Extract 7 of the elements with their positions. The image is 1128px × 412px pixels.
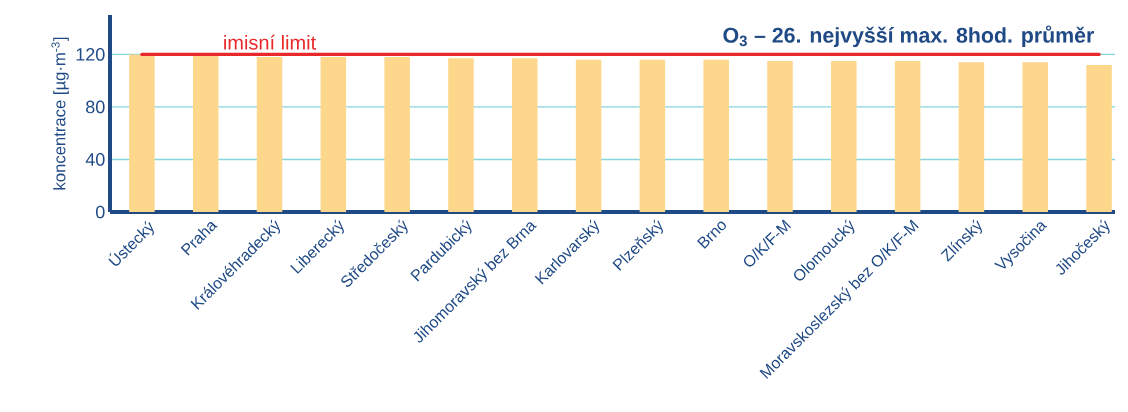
y-tick-label: 0 bbox=[96, 205, 105, 219]
y-tick-label: 120 bbox=[76, 48, 105, 61]
y-axis-title: koncentrace [µg·m$^{-3}$] bbox=[51, 37, 69, 190]
chart-title: O$_{3}$ – 26. nejvyšší max. 8hod. průměr bbox=[723, 25, 1094, 48]
ref-line-label: imisní limit bbox=[224, 34, 317, 50]
y-tick-label: 40 bbox=[85, 153, 105, 166]
y-tick-label: 80 bbox=[86, 100, 105, 114]
